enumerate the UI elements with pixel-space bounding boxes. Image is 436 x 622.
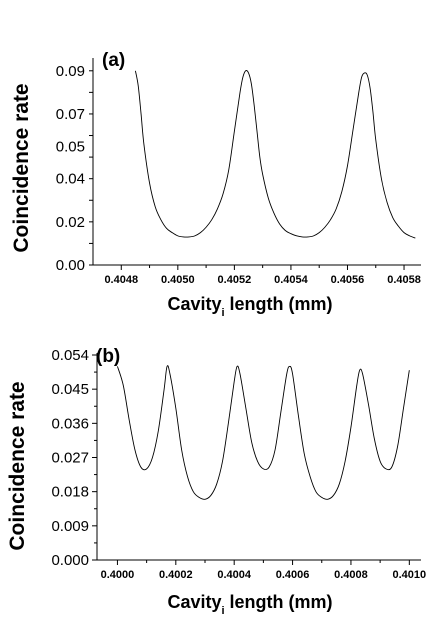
panel-b-y-tick-label: 0.027: [51, 450, 89, 467]
panel-b-y-tick-label: 0.036: [51, 415, 89, 432]
panel-b-x-axis-title: Cavityi length (mm): [167, 592, 332, 617]
panel-a-series-line: [134, 70, 416, 239]
panel-b-plot-area: 0.4000 0.4002 0.4004 0.4006 0.4008 0.4010 0.00…: [51, 347, 426, 581]
panel-a-y-tick-label: 0.05: [56, 138, 85, 155]
panel-b-x-axis-title-sub: i: [221, 605, 224, 617]
panel-a-y-axis-title: Coincidence rate: [10, 83, 33, 252]
panel-b-x-tick-label: 0.4000: [101, 569, 135, 581]
panel-b-x-tick-label: 0.4004: [217, 569, 252, 581]
panel-b: (b) 0.4000 0.4002 0.4004 0.4006 0.4008 0.4010…: [6, 346, 426, 617]
panel-a-x-tick-label: 0.4048: [104, 274, 138, 286]
panel-a-y-tick-label: 0.04: [56, 171, 85, 188]
panel-a-x-axis-title-rest: length (mm): [225, 294, 333, 314]
panel-a-label: (a): [102, 50, 125, 71]
panel-a-x-axis-title-sub: i: [221, 307, 224, 319]
panel-b-x-tick-label: 0.4008: [334, 569, 368, 581]
panel-a-x-tick-label: 0.4056: [331, 274, 365, 286]
panel-a-x-tick-label: 0.4052: [218, 274, 252, 286]
panel-b-y-tick-label: 0.018: [51, 484, 89, 501]
panel-a-x-tick-label: 0.4054: [274, 274, 309, 286]
panel-a: (a) 0.4048 0.4050 0.4052 0.4054 0.4056 0.4058…: [10, 50, 421, 319]
panel-b-y-tick-label: 0.000: [51, 552, 89, 569]
panel-a-y-tick-label: 0.07: [56, 106, 85, 123]
panel-a-x-tick-label: 0.4050: [161, 274, 195, 286]
panel-a-plot-area: 0.4048 0.4050 0.4052 0.4054 0.4056 0.4058 0.00…: [56, 58, 421, 286]
panel-a-x-axis-title: Cavityi length (mm): [167, 294, 332, 319]
panel-b-x-axis-title-main: Cavity: [167, 592, 221, 612]
panel-b-x-axis-title-rest: length (mm): [225, 592, 333, 612]
panel-b-x-tick-label: 0.4006: [276, 569, 310, 581]
panel-a-x-axis-title-main: Cavity: [167, 294, 221, 314]
panel-b-label: (b): [96, 346, 120, 367]
panel-a-y-tick-label: 0.02: [56, 214, 85, 231]
panel-b-x-tick-label: 0.4010: [392, 569, 426, 581]
panel-b-y-tick-label: 0.054: [51, 347, 89, 364]
panel-b-x-tick-label: 0.4002: [159, 569, 193, 581]
panel-a-y-tick-label: 0.00: [56, 257, 85, 274]
panel-b-series-line: [117, 365, 410, 500]
panel-a-x-tick-label: 0.4058: [387, 274, 421, 286]
panel-b-y-tick-label: 0.045: [51, 381, 89, 398]
panel-b-y-axis-title: Coincidence rate: [6, 381, 29, 550]
panel-a-y-tick-label: 0.09: [56, 63, 85, 80]
panel-b-y-tick-label: 0.009: [51, 518, 89, 535]
